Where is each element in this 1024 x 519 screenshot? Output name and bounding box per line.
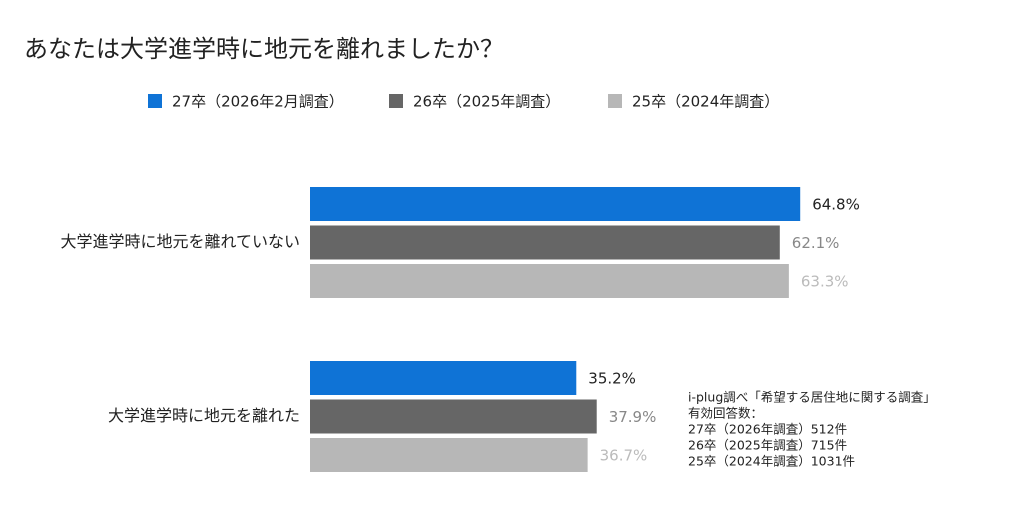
value-label: 37.9% bbox=[609, 408, 657, 426]
legend-label: 27卒（2026年2月調査） bbox=[172, 93, 344, 111]
bar bbox=[310, 264, 789, 298]
value-label: 62.1% bbox=[792, 234, 840, 252]
bar bbox=[310, 438, 588, 472]
source-note: i-plug調べ「希望する居住地に関する調査」 bbox=[688, 390, 936, 405]
source-note: 27卒（2026年調査）512件 bbox=[688, 422, 847, 437]
category-label: 大学進学時に地元を離れていない bbox=[60, 232, 300, 251]
bar bbox=[310, 187, 801, 221]
bar bbox=[310, 399, 597, 434]
source-note: 26卒（2025年調査）715件 bbox=[688, 438, 847, 453]
legend-label: 26卒（2025年調査） bbox=[413, 93, 560, 111]
value-label: 63.3% bbox=[801, 273, 849, 291]
value-label: 64.8% bbox=[812, 196, 860, 214]
source-note: 有効回答数： bbox=[688, 406, 763, 421]
value-label: 35.2% bbox=[588, 370, 636, 388]
bar bbox=[310, 361, 577, 395]
legend-swatch bbox=[148, 94, 162, 108]
value-label: 36.7% bbox=[600, 447, 648, 465]
bar bbox=[310, 225, 780, 260]
chart-title: あなたは大学進学時に地元を離れましたか？ bbox=[24, 35, 504, 63]
legend-label: 25卒（2024年調査） bbox=[632, 93, 779, 111]
legend-swatch bbox=[608, 94, 622, 108]
legend-swatch bbox=[389, 94, 403, 108]
category-label: 大学進学時に地元を離れた bbox=[108, 406, 300, 425]
source-note: 25卒（2024年調査）1031件 bbox=[688, 454, 855, 469]
